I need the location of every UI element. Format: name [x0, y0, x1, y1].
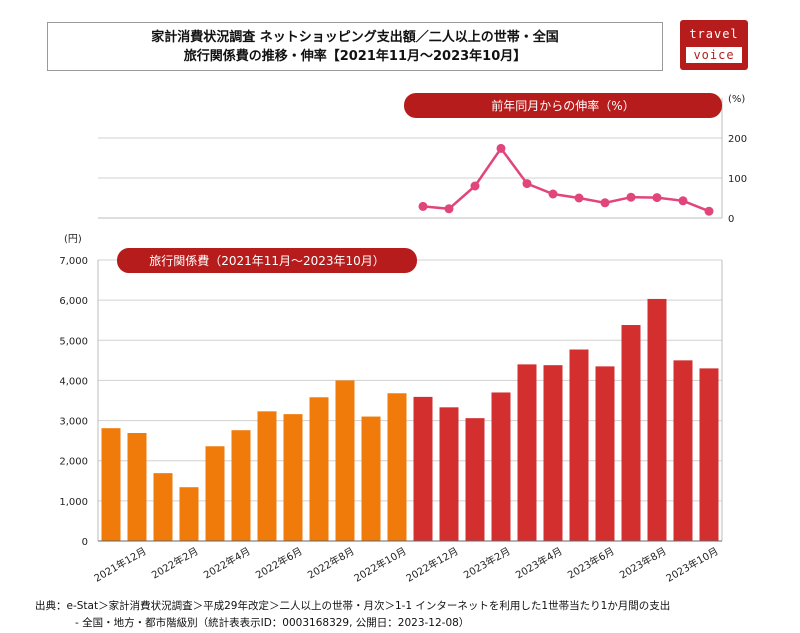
bar: [179, 487, 199, 541]
bar-y-tick-label: 7,000: [59, 256, 88, 267]
growth-rate-point: [444, 204, 454, 214]
bar-x-tick-label: 2022年12月: [404, 544, 461, 584]
bar: [491, 392, 511, 541]
bar: [621, 325, 641, 541]
bar-y-tick-label: 3,000: [59, 417, 88, 428]
growth-rate-point: [418, 201, 428, 211]
bar: [647, 298, 667, 541]
bar: [127, 433, 147, 541]
growth-rate-point: [652, 193, 662, 203]
bar-x-tick-label: 2022年10月: [352, 544, 409, 584]
chart-title-box: 家計消費状況調査 ネットショッピング支出額／二人以上の世帯・全国 旅行関係費の推…: [47, 22, 663, 71]
growth-rate-point: [548, 189, 558, 199]
bar: [205, 446, 225, 541]
logo-text-voice: voice: [686, 47, 742, 63]
source-line2: - 全国・地方・都市階級別（統計表表示ID：0003168329, 公開日：20…: [75, 617, 470, 629]
bar-y-tick-label: 6,000: [59, 296, 88, 307]
bar-x-tick-label: 2023年6月: [565, 544, 616, 581]
bar: [101, 428, 121, 541]
bar-chart-title: 旅行関係費（2021年11月～2023年10月）: [149, 253, 385, 268]
bar-y-tick-label: 2,000: [59, 457, 88, 468]
bar: [231, 430, 251, 541]
line-unit-label: (%): [728, 94, 745, 105]
bar: [153, 473, 173, 541]
logo-text-travel: travel: [689, 27, 739, 41]
chart-title-line2: 旅行関係費の推移・伸率【2021年11月～2023年10月】: [183, 49, 527, 64]
bar-x-tick-label: 2022年8月: [305, 544, 356, 581]
bar-x-tick-label: 2023年2月: [461, 544, 512, 581]
bar: [439, 407, 459, 541]
bar-x-tick-label: 2023年4月: [513, 544, 564, 581]
bar: [257, 411, 277, 541]
bar-x-tick-label: 2023年10月: [664, 544, 721, 584]
bar: [543, 365, 563, 541]
bar-unit-label: (円): [64, 234, 82, 245]
line-y-tick-label: 0: [728, 214, 734, 225]
growth-rate-point: [678, 196, 688, 206]
bar: [387, 393, 407, 541]
bar-y-tick-label: 0: [82, 537, 88, 548]
bar-y-tick-label: 4,000: [59, 376, 88, 387]
growth-rate-point: [704, 206, 714, 216]
bar-x-tick-label: 2022年6月: [253, 544, 304, 581]
growth-rate-line: [422, 146, 710, 213]
growth-rate-point: [522, 179, 532, 189]
bar: [465, 418, 485, 541]
bar: [335, 380, 355, 541]
bar-x-tick-label: 2023年8月: [617, 544, 668, 581]
line-chart-banner: [404, 93, 722, 118]
growth-rate-point: [626, 192, 636, 202]
chart-title-line1: 家計消費状況調査 ネットショッピング支出額／二人以上の世帯・全国: [151, 30, 559, 45]
bar: [309, 397, 329, 541]
source-line1: 出典：e-Stat＞家計消費状況調査＞平成29年改定＞二人以上の世帯・月次＞1-…: [35, 600, 671, 612]
line-y-tick-label: 100: [728, 174, 747, 185]
bar: [569, 349, 589, 541]
growth-rate-point: [600, 198, 610, 208]
line-y-tick-label: 200: [728, 134, 747, 145]
bar-y-tick-label: 1,000: [59, 497, 88, 508]
bar-chart-banner: [117, 248, 417, 273]
bar: [595, 366, 615, 541]
source-note: 出典：e-Stat＞家計消費状況調査＞平成29年改定＞二人以上の世帯・月次＞1-…: [35, 598, 670, 632]
travelvoice-logo: travel voice: [680, 20, 748, 70]
bar: [699, 368, 719, 541]
growth-rate-point: [496, 143, 506, 153]
bar: [413, 396, 433, 541]
bar: [361, 416, 381, 541]
bar-x-tick-label: 2022年2月: [149, 544, 200, 581]
bar: [673, 360, 693, 541]
line-chart-title: 前年同月からの伸率（%）: [491, 98, 634, 113]
bar-x-tick-label: 2022年4月: [201, 544, 252, 581]
growth-rate-point: [574, 193, 584, 203]
bar-x-tick-label: 2021年12月: [92, 544, 149, 584]
chart-canvas: 0 100 200 (%) 前年同月からの伸率（%） 0 1,000 2,000 3,000 4,…: [59, 93, 747, 585]
bar: [283, 414, 303, 541]
bar: [517, 364, 537, 541]
bar-y-tick-label: 5,000: [59, 336, 88, 347]
growth-rate-point: [470, 181, 480, 191]
